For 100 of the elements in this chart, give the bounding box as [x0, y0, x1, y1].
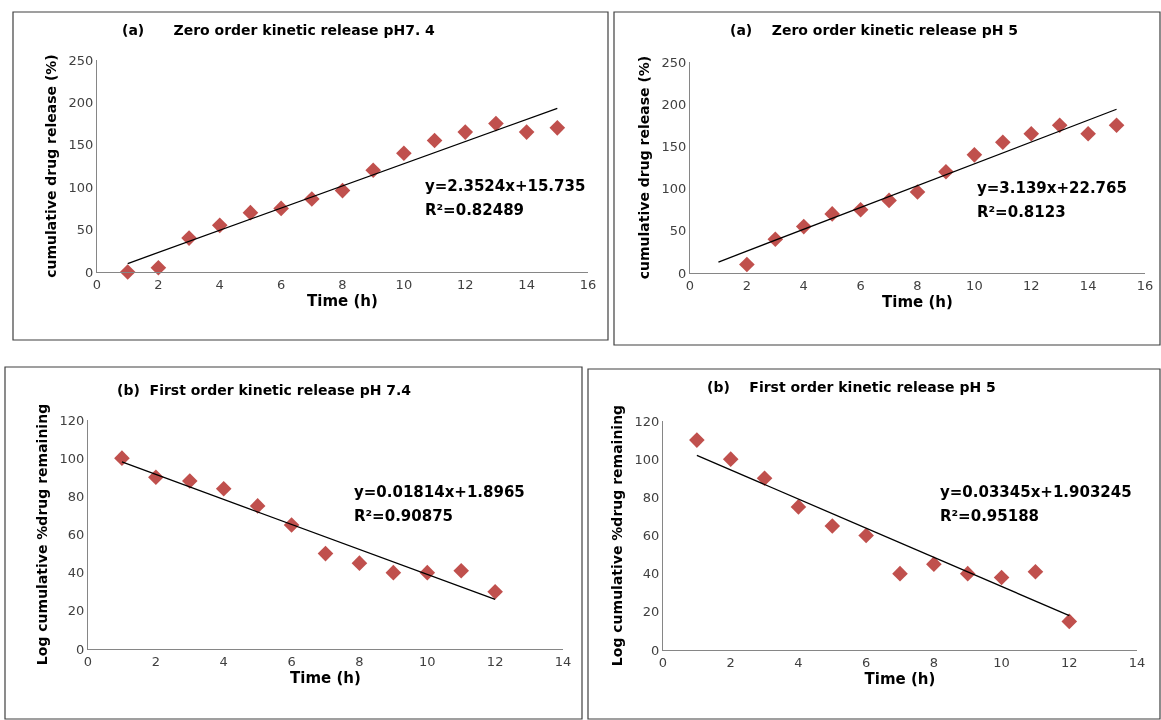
point	[858, 527, 874, 544]
y-axis-title: Log cumulative %drug remaining	[609, 404, 626, 667]
x-tick-label: 4	[799, 277, 808, 293]
point	[396, 145, 412, 162]
x-tick-label: 2	[742, 277, 752, 293]
y-tick-label: 200	[661, 96, 687, 112]
point	[722, 451, 739, 467]
x-tick-label: 8	[355, 653, 364, 669]
y-tick-label: 250	[68, 52, 94, 68]
x-tick-label: 12	[456, 276, 474, 292]
point	[993, 569, 1010, 586]
y-axis-title: cumulative drug release (%)	[43, 54, 60, 278]
x-tick-label: 10	[966, 277, 983, 293]
x-tick-label: 10	[395, 276, 413, 292]
annotation: R²=0.8123	[977, 203, 1066, 221]
y-tick-label: 250	[661, 54, 687, 70]
y-tick-label: 40	[642, 566, 660, 582]
point	[119, 264, 136, 280]
point	[365, 162, 381, 179]
x-tick-label: 10	[993, 654, 1010, 670]
x-tick-label: 2	[726, 654, 735, 670]
y-tick-label: 80	[642, 489, 660, 505]
y-tick-label: 150	[68, 137, 94, 153]
point	[181, 473, 198, 489]
x-tick-label: 8	[338, 276, 347, 292]
point	[518, 124, 535, 140]
point	[317, 545, 334, 562]
y-tick-label: 100	[634, 451, 660, 467]
annotation: R²=0.82489	[425, 201, 525, 219]
point	[385, 564, 402, 581]
x-tick-label: 4	[219, 653, 228, 669]
x-tick-label: 6	[287, 653, 296, 669]
y-tick-label: 50	[76, 222, 94, 238]
point	[114, 450, 130, 466]
y-tick-label: 100	[59, 450, 85, 466]
x-tick-label: 14	[518, 276, 535, 292]
y-tick-label: 20	[642, 604, 660, 620]
y-tick-label: 80	[67, 488, 85, 504]
point	[426, 132, 443, 149]
x-tick-label: 8	[929, 654, 938, 670]
y-tick-label: 200	[68, 94, 94, 110]
x-tick-label: 14	[1128, 654, 1146, 670]
point	[824, 206, 840, 222]
y-tick-label: 100	[68, 179, 94, 195]
y-axis-title: Log cumulative %drug remaining	[34, 403, 51, 666]
x-tick-label: 16	[579, 276, 597, 292]
x-tick-label: 2	[151, 653, 160, 669]
chart-title: (a) Zero order kinetic release pH 5	[730, 22, 1019, 38]
x-tick-label: 16	[1136, 277, 1154, 293]
x-tick-label: 14	[1079, 277, 1097, 293]
x-tick-label: 4	[794, 654, 803, 670]
annotation: R²=0.95188	[940, 507, 1040, 525]
x-axis-title: Time (h)	[307, 291, 378, 310]
x-tick-label: 6	[862, 654, 871, 670]
y-tick-label: 0	[678, 265, 687, 281]
chart-title: (b) First order kinetic release pH 7.4	[117, 382, 412, 398]
annotation: y=2.3524x+15.735	[425, 177, 586, 195]
y-tick-label: 60	[642, 528, 660, 544]
point	[215, 480, 232, 497]
x-tick-label: 8	[913, 277, 922, 293]
point	[487, 583, 503, 600]
point	[488, 115, 504, 132]
point	[790, 499, 807, 515]
point	[150, 259, 167, 276]
point	[909, 184, 926, 200]
x-axis-title: Time (h)	[290, 668, 361, 687]
chart-title: (b) First order kinetic release pH 5	[707, 379, 996, 395]
annotation: R²=0.90875	[354, 507, 454, 525]
y-tick-label: 0	[651, 642, 660, 658]
point	[995, 134, 1011, 150]
y-axis-title: cumulative drug release (%)	[636, 55, 653, 280]
point	[211, 217, 228, 234]
point	[1061, 613, 1078, 630]
point	[926, 556, 942, 572]
y-tick-label: 50	[669, 223, 687, 239]
point	[1023, 125, 1040, 142]
x-tick-label: 12	[1022, 277, 1040, 293]
y-tick-label: 20	[67, 603, 85, 619]
annotation: y=0.03345x+1.903245	[940, 483, 1132, 501]
x-axis-title: Time (h)	[864, 669, 936, 688]
point	[242, 204, 259, 221]
chart-title: (a) Zero order kinetic release pH7. 4	[122, 22, 436, 38]
point	[249, 498, 266, 514]
point	[457, 124, 474, 140]
point	[966, 147, 983, 163]
y-tick-label: 40	[67, 565, 85, 581]
point	[1027, 563, 1044, 580]
y-tick-label: 120	[634, 413, 660, 429]
point	[549, 120, 566, 136]
y-tick-label: 60	[67, 527, 85, 543]
point	[453, 562, 470, 579]
point	[689, 432, 705, 448]
x-axis-title: Time (h)	[882, 292, 953, 311]
point	[1108, 117, 1125, 134]
point	[756, 470, 773, 487]
annotation: y=0.01814x+1.8965	[354, 483, 525, 501]
y-tick-label: 120	[59, 412, 85, 428]
x-tick-label: 2	[154, 276, 163, 292]
x-tick-label: 6	[276, 276, 286, 292]
point	[1051, 117, 1068, 134]
